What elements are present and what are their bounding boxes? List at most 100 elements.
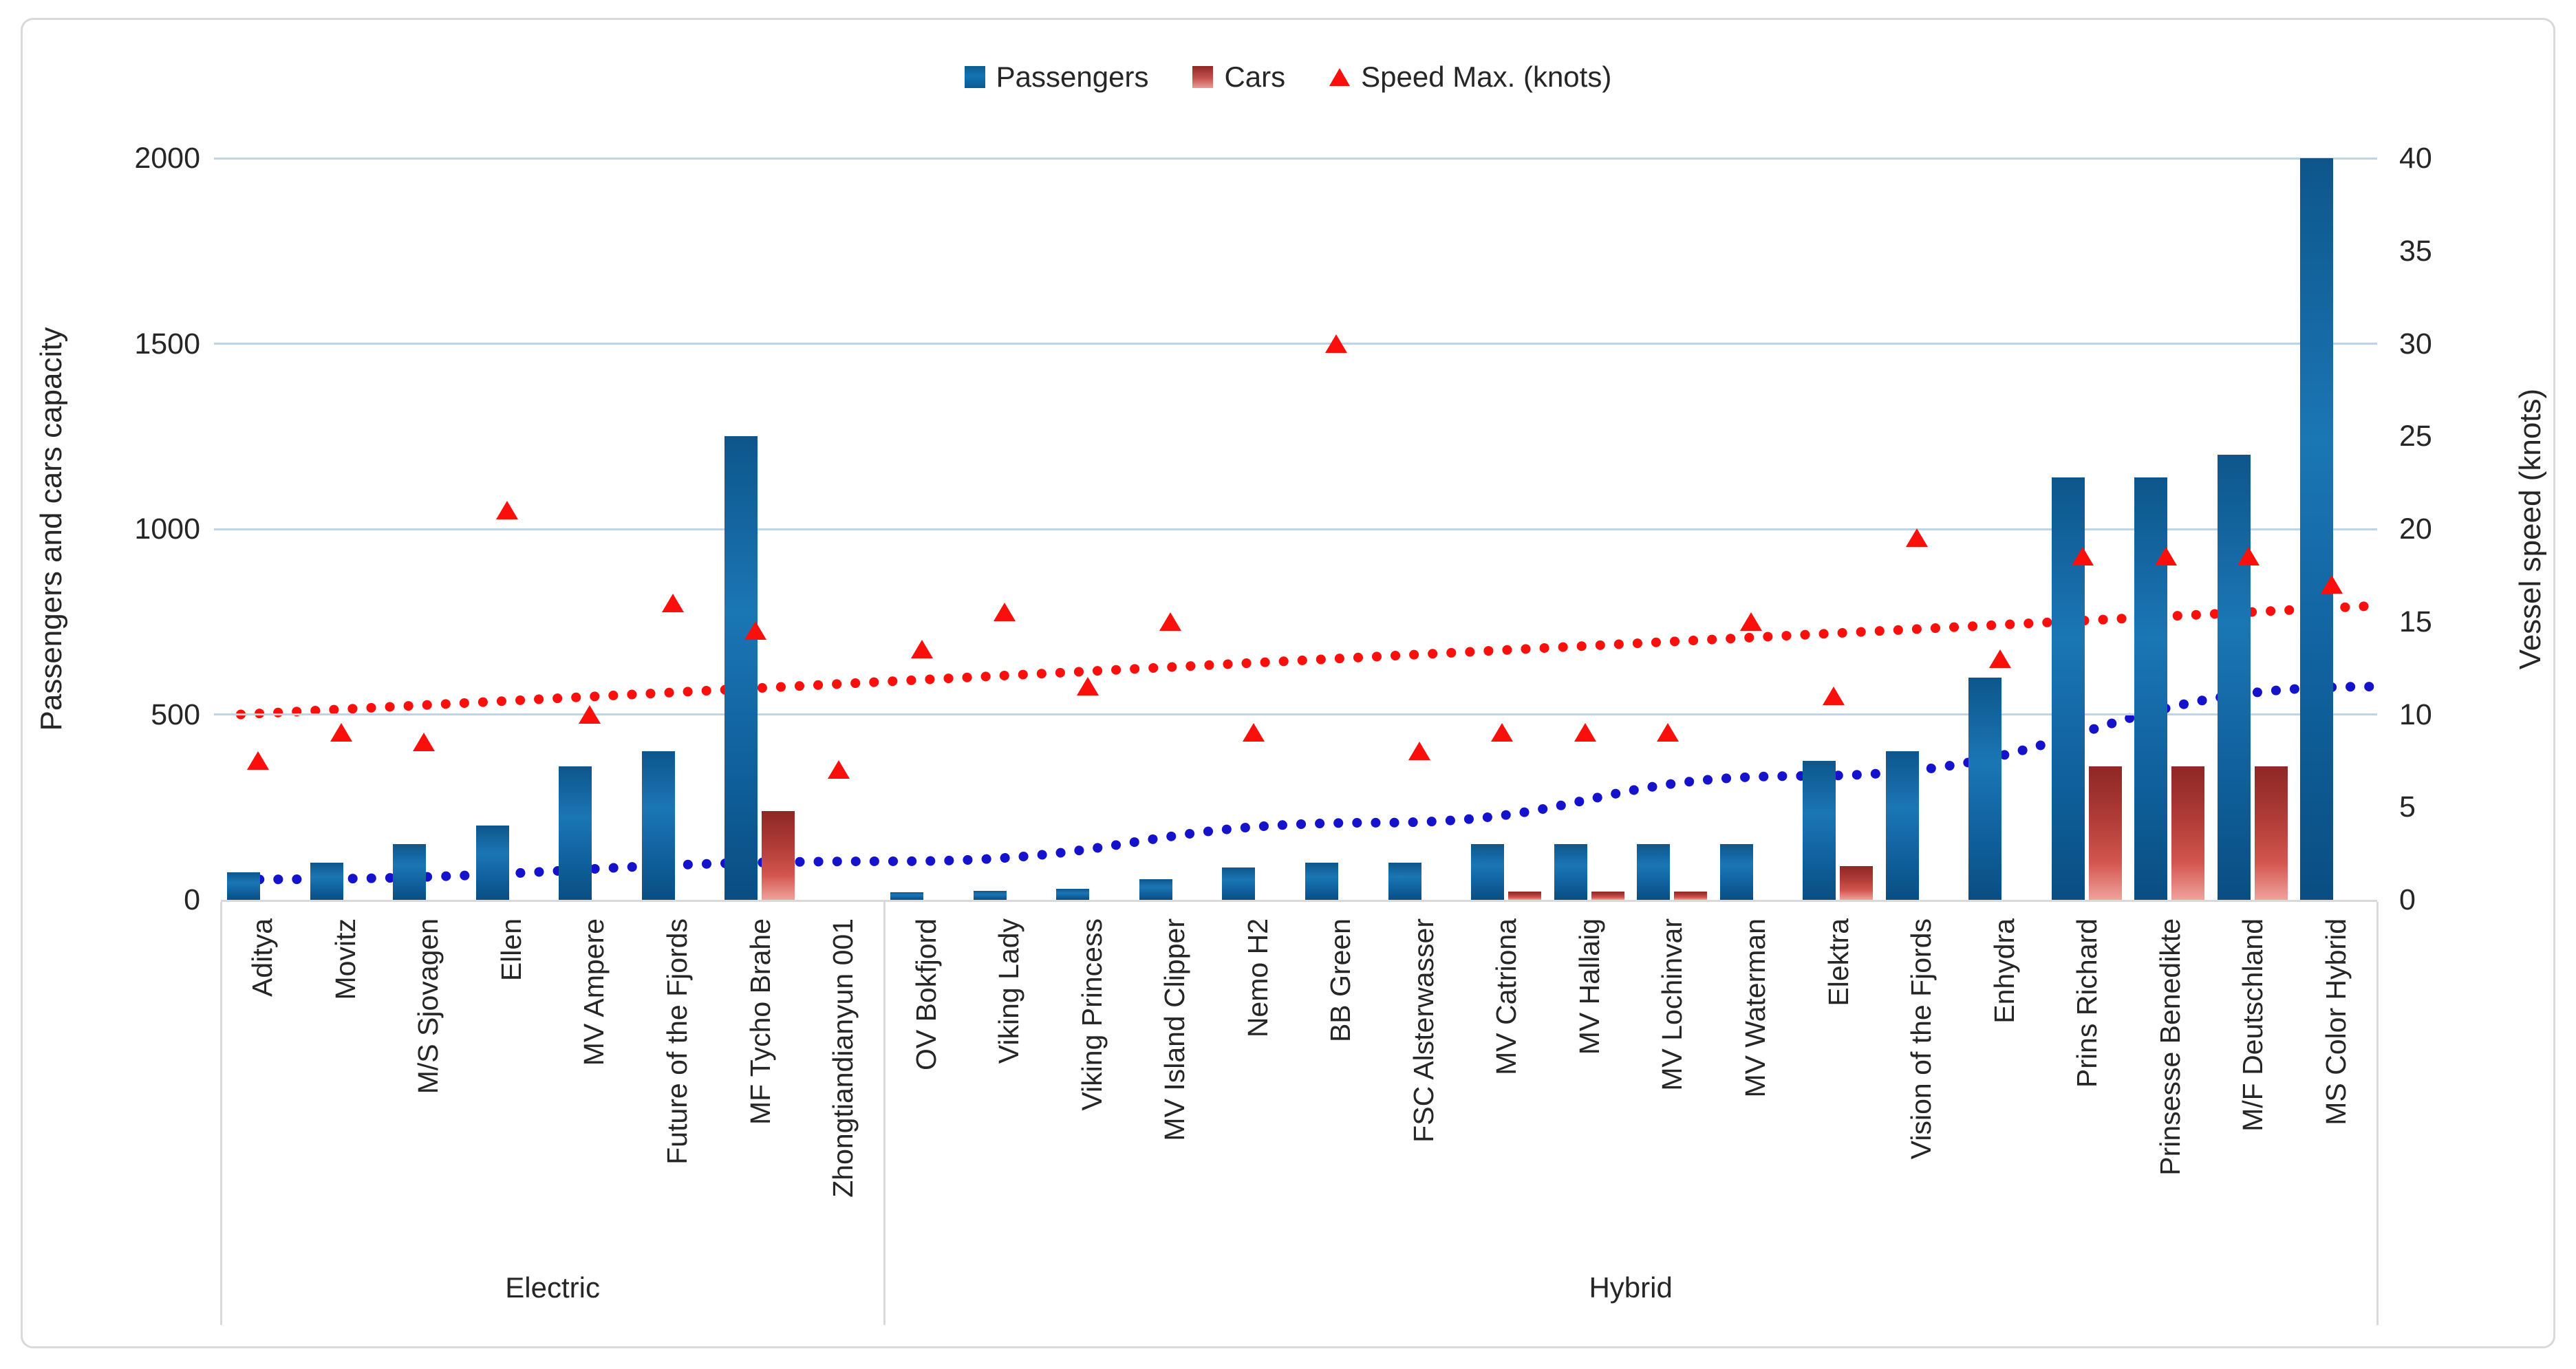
right-axis-tick-0: 0 [2399,883,2416,916]
bar-cars [1840,866,1874,900]
left-axis-tick-1500: 1500 [134,327,200,360]
legend: Passengers Cars Speed Max. (knots) [0,61,2576,94]
left-axis-tick-1000: 1000 [134,513,200,546]
bar-passengers [724,436,758,900]
bar-passengers [1637,844,1671,900]
gridline-500 [214,713,2377,715]
bar-cars [2171,766,2205,900]
right-axis-tick-25: 25 [2399,420,2432,453]
category-label: MF Tycho Brahe [744,918,776,1125]
category-label: Nemo H2 [1241,918,1274,1038]
category-label: MV Lochinvar [1656,918,1688,1091]
bar-passengers [310,863,343,900]
category-label: OV Bokfjord [910,918,942,1071]
gridline-1000 [214,528,2377,530]
category-label: MV Catriona [1490,918,1523,1075]
marker-speed-max [910,640,933,659]
group-label-electric: Electric [505,1271,600,1304]
marker-speed-max [2237,547,2260,566]
bar-cars [1674,891,1708,900]
legend-cars-label: Cars [1224,61,1286,93]
bar-cars [2254,766,2288,900]
right-axis-tick-35: 35 [2399,234,2432,268]
passengers-trendline [236,682,2375,885]
marker-speed-max [1076,677,1099,696]
marker-speed-max [2072,547,2094,566]
left-axis-tick-500: 500 [151,698,200,731]
category-label: Zhongtiandianyun 001 [827,918,859,1198]
category-label: BB Green [1324,918,1357,1043]
right-axis-tick-5: 5 [2399,790,2416,824]
legend-passengers-label: Passengers [996,61,1149,93]
bar-passengers [2300,158,2334,900]
category-box-top-border [221,900,2377,902]
category-label: Movitz [329,918,361,1000]
marker-speed-max [1574,723,1596,742]
category-label: MV Island Clipper [1159,918,1191,1141]
right-axis-tick-30: 30 [2399,327,2432,360]
bar-passengers [1885,751,1919,900]
bar-passengers [1719,844,1753,900]
marker-speed-max [1739,612,1762,631]
marker-speed-max [1906,528,1928,548]
marker-speed-max [1242,723,1265,742]
category-label: M/F Deutschland [2237,918,2269,1132]
right-axis-tick-40: 40 [2399,142,2432,175]
category-separator-2 [2376,902,2379,1325]
bar-passengers [227,872,260,900]
bar-passengers [973,890,1007,900]
marker-speed-max [994,603,1016,622]
speed-triangle-icon [1329,68,1351,86]
marker-speed-max [579,704,601,724]
bar-passengers [1471,844,1505,900]
category-label: MV Waterman [1739,918,1771,1098]
bar-passengers [1803,760,1836,900]
bar-passengers [475,826,509,900]
cars-swatch-icon [1192,66,1214,88]
bar-passengers [1056,888,1090,900]
bar-passengers [393,844,427,900]
category-label: Aditya [246,918,279,997]
category-label: MV Hallaig [1573,918,1605,1055]
category-label: Enhydra [1988,918,2020,1024]
bar-cars [2088,766,2122,900]
bar-cars [1591,891,1624,900]
bar-passengers [890,892,924,900]
bar-passengers [641,751,675,900]
category-label: Vision of the Fjords [1905,918,1938,1160]
marker-speed-max [2320,574,2343,594]
marker-speed-max [1408,742,1430,761]
bar-passengers [1388,863,1421,900]
marker-speed-max [495,501,518,520]
bar-passengers [1554,844,1587,900]
marker-speed-max [1823,686,1845,705]
right-axis-tick-10: 10 [2399,698,2432,731]
bar-passengers [559,766,592,900]
bar-passengers [2217,455,2251,900]
bar-passengers [2134,477,2168,900]
bar-passengers [1139,879,1172,900]
marker-speed-max [413,732,436,751]
gridline-1500 [214,343,2377,345]
marker-speed-max [247,751,270,770]
marker-speed-max [744,621,767,640]
bar-cars [762,810,795,900]
group-label-hybrid: Hybrid [1589,1271,1673,1304]
category-label: Prins Richard [2071,918,2103,1088]
bar-passengers [1222,867,1256,900]
category-label: FSC Alsterwasser [1407,918,1439,1143]
category-label: Elektra [1822,918,1854,1006]
marker-speed-max [330,723,352,742]
category-label: MS Color Hybrid [2319,918,2352,1125]
category-label: Prinsesse Benedikte [2154,918,2186,1176]
marker-speed-max [828,760,850,779]
gridline-2000 [214,157,2377,160]
passengers-swatch-icon [964,66,985,88]
marker-speed-max [1657,723,1679,742]
legend-item-speed: Speed Max. (knots) [1329,61,1611,94]
marker-speed-max [2154,547,2177,566]
legend-speed-label: Speed Max. (knots) [1361,61,1612,93]
bar-cars [1508,891,1542,900]
